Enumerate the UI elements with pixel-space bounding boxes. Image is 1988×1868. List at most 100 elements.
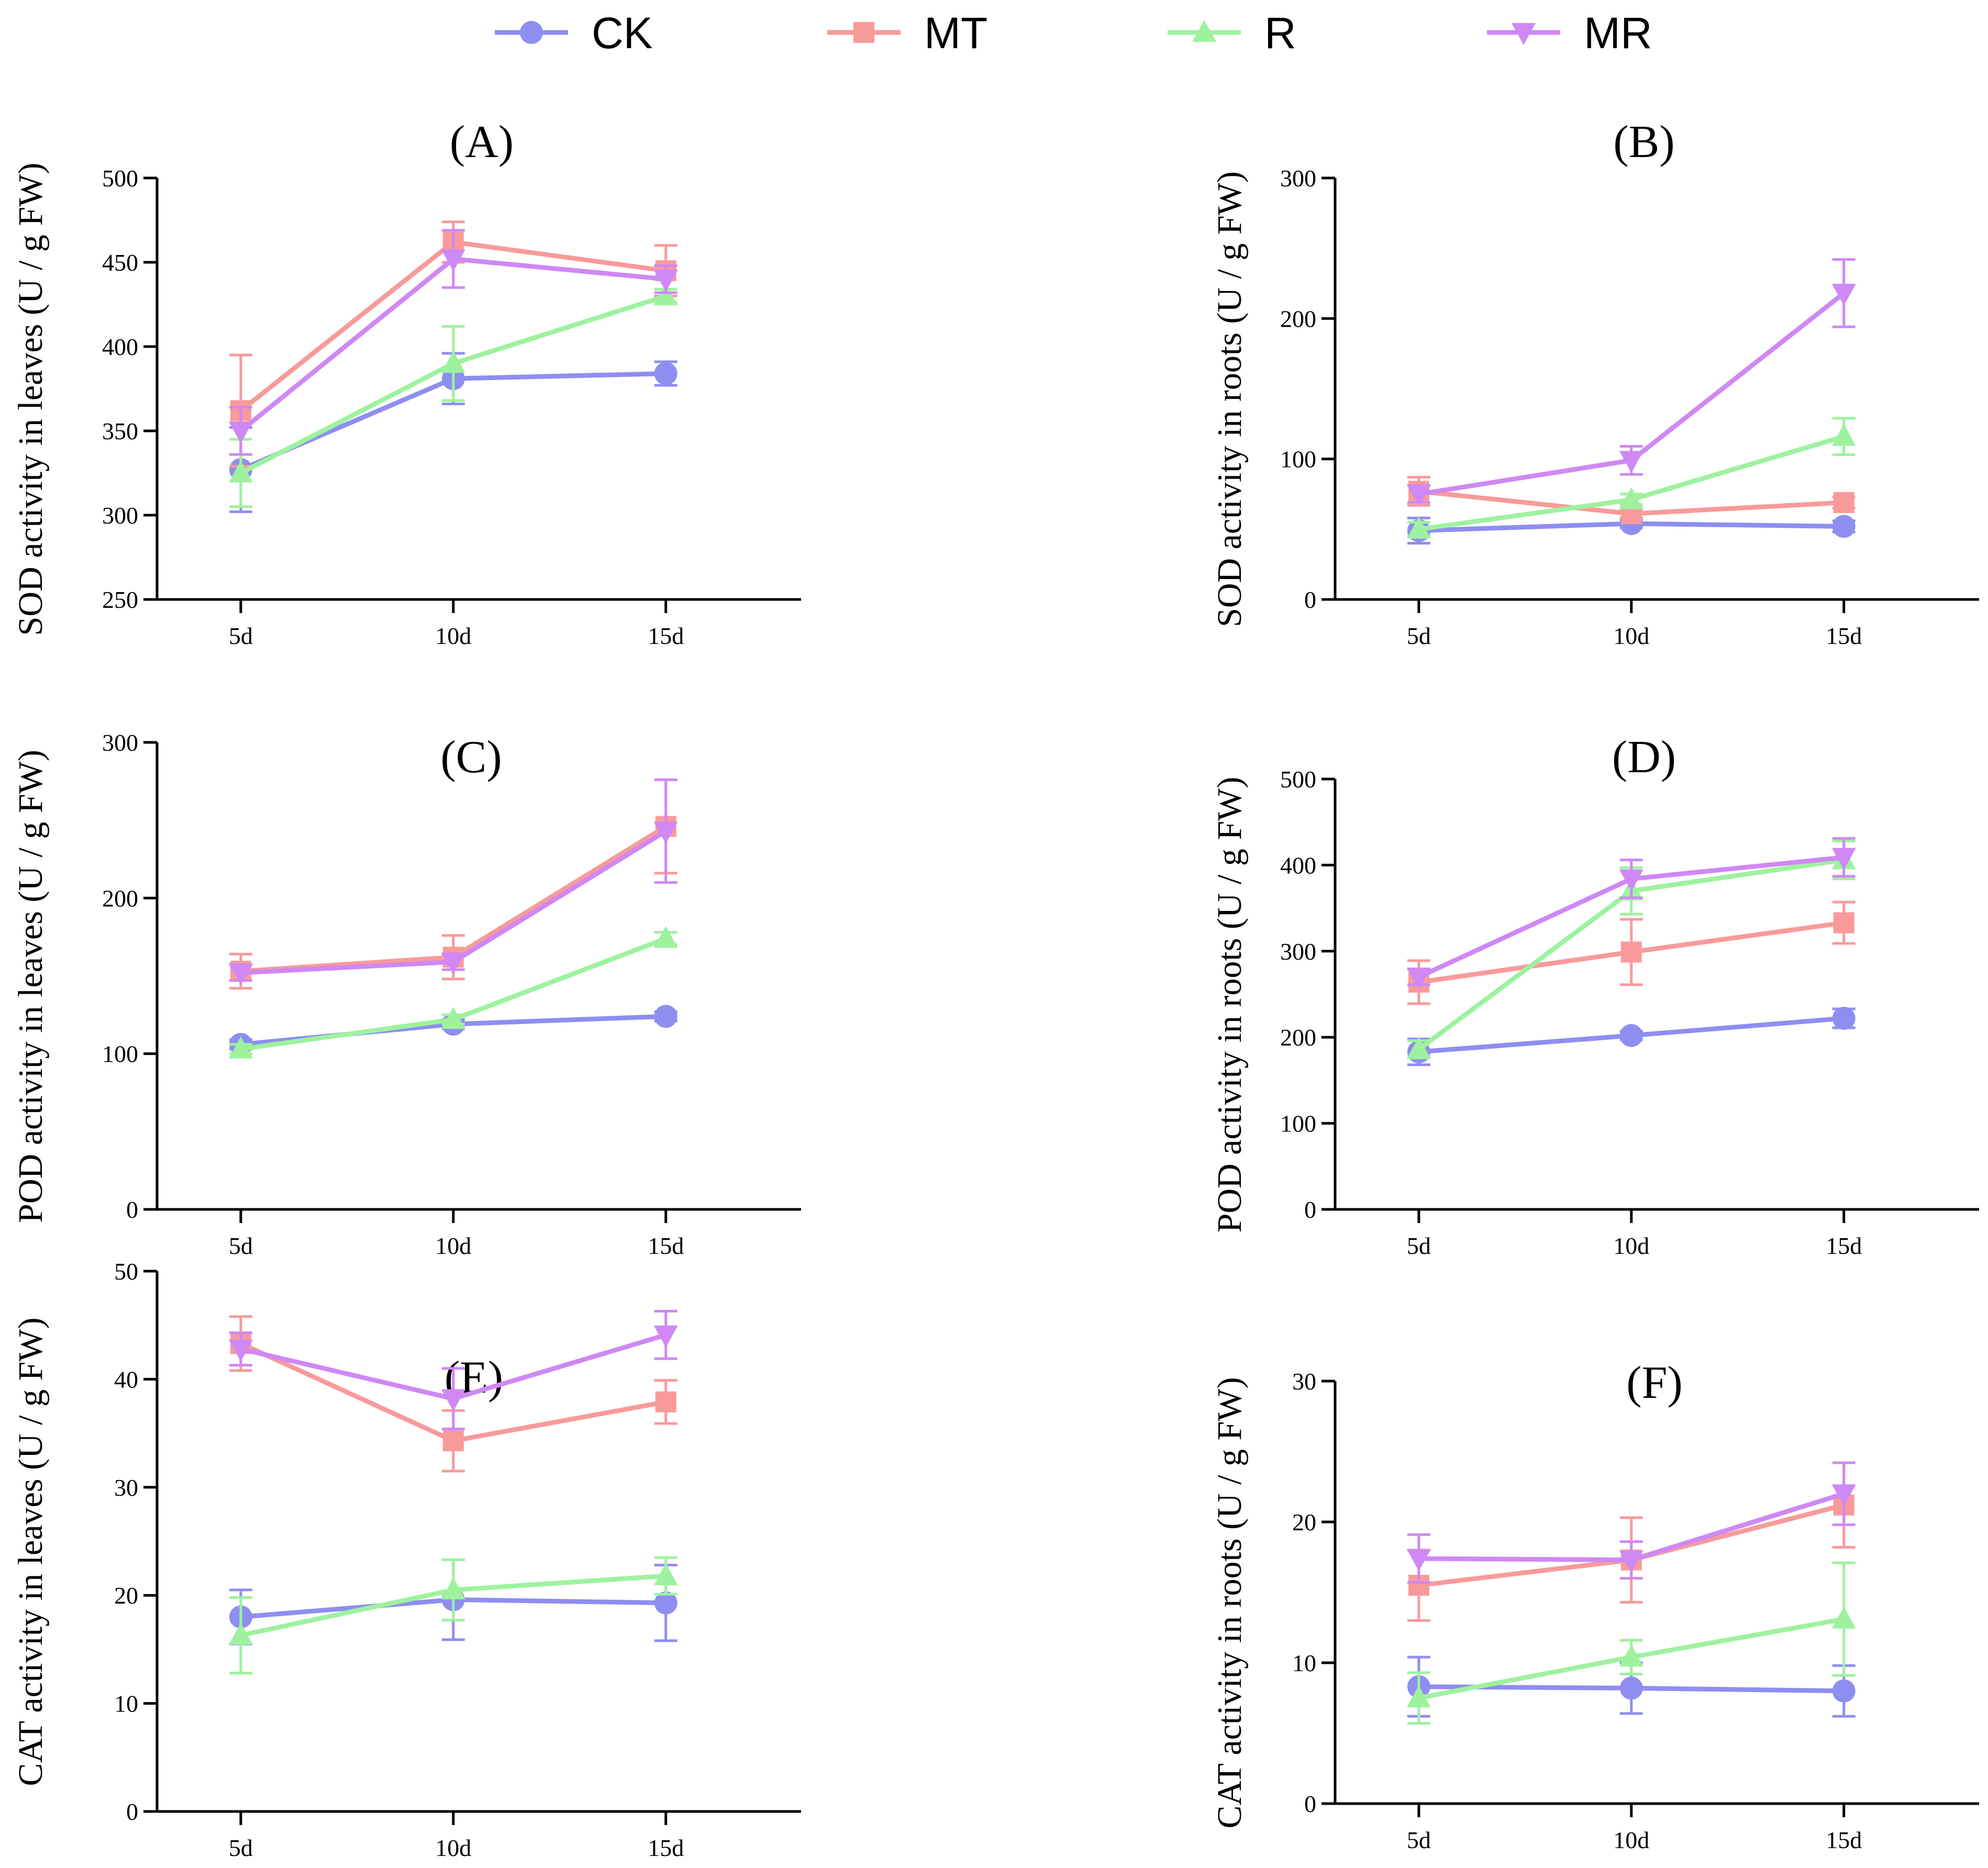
data-point (228, 460, 253, 483)
panel-title-a: (A) (450, 117, 514, 168)
x-tick-label-c: 10d (435, 1232, 471, 1259)
legend-marker-ck (520, 21, 543, 44)
data-point (653, 821, 678, 844)
series-ck-d (1407, 1007, 1856, 1066)
series-mr-d (1406, 837, 1856, 990)
x-tick-label-b: 5d (1407, 622, 1431, 649)
data-point (653, 270, 678, 292)
y-tick-label-e: 40 (114, 1366, 138, 1393)
panel-title-c: (C) (440, 732, 502, 783)
data-point (1831, 284, 1856, 306)
data-point (1619, 1550, 1643, 1573)
y-tick-label-e: 30 (114, 1474, 138, 1501)
y-tick-label-a: 400 (102, 333, 138, 360)
legend-label-ck: CK (592, 8, 653, 58)
y-axis-label-e: CAT activity in leaves (U / g FW) (12, 1317, 50, 1786)
legend-marker-r (1192, 20, 1216, 42)
legend-item-mt: MT (827, 8, 987, 58)
y-tick-label-f: 0 (1304, 1791, 1316, 1817)
x-tick-label-c: 5d (229, 1232, 253, 1259)
y-axis-label-f: CAT activity in roots (U / g FW) (1210, 1377, 1249, 1828)
data-point (228, 1622, 253, 1645)
data-point (1831, 848, 1856, 870)
data-point (1619, 451, 1643, 473)
panel-d: 0 100 200 300 400 500 5d 10d 15d (D) POD activity … (1210, 732, 1979, 1259)
x-tick-label-b: 15d (1826, 622, 1862, 649)
data-point (1406, 968, 1431, 990)
data-point (1406, 1549, 1431, 1571)
series-r-c (228, 926, 678, 1059)
panel-title-f: (F) (1626, 1358, 1683, 1408)
y-tick-label-a: 500 (102, 165, 138, 192)
x-tick-label-e: 15d (648, 1834, 684, 1861)
y-axis-label-d: POD activity in roots (U / g FW) (1210, 777, 1249, 1233)
series-r-a (228, 283, 678, 508)
data-point (1831, 1606, 1856, 1629)
x-tick-label-d: 10d (1613, 1232, 1649, 1259)
x-tick-label-a: 5d (229, 622, 253, 649)
data-point (1406, 1685, 1431, 1708)
x-tick-label-e: 10d (435, 1834, 471, 1861)
data-point (228, 421, 253, 443)
series-mr-f (1406, 1461, 1856, 1584)
data-point (441, 351, 465, 373)
y-tick-label-d: 0 (1304, 1196, 1316, 1223)
x-tick-label-f: 15d (1826, 1827, 1862, 1853)
data-point (1619, 869, 1643, 892)
data-point (1619, 487, 1643, 509)
y-tick-label-e: 50 (114, 1258, 138, 1285)
y-tick-label-c: 100 (102, 1041, 138, 1068)
panel-b: 0 100 200 300 5d 10d 15d (B) SOD activity in roo… (1210, 117, 1979, 649)
data-point (1619, 1024, 1643, 1047)
panel-title-d: (D) (1612, 732, 1676, 783)
data-point (1833, 912, 1854, 933)
y-axis-label-b: SOD activity in roots (U / g FW) (1210, 171, 1249, 627)
x-tick-label-c: 15d (648, 1232, 684, 1259)
y-tick-label-d: 400 (1280, 852, 1316, 879)
series-r-b (1406, 417, 1856, 539)
y-axis-label-c: POD activity in leaves (U / g FW) (12, 750, 50, 1223)
y-tick-label-c: 300 (102, 729, 138, 756)
y-tick-label-f: 30 (1292, 1368, 1316, 1395)
series-mr-c (228, 778, 678, 986)
data-point (1832, 515, 1856, 538)
series-r-f (1406, 1561, 1856, 1725)
data-point (653, 1325, 678, 1348)
data-point (655, 1391, 676, 1413)
y-axis-label-a: SOD activity in leaves (U / g FW) (12, 163, 50, 636)
y-tick-label-d: 100 (1280, 1110, 1316, 1137)
x-tick-label-d: 5d (1407, 1232, 1431, 1259)
data-point (441, 1577, 465, 1599)
x-tick-label-d: 15d (1826, 1232, 1862, 1259)
legend-label-mr: MR (1584, 8, 1652, 58)
data-point (228, 963, 253, 986)
legend-marker-mr (1512, 23, 1536, 45)
data-point (441, 1389, 465, 1411)
y-tick-label-e: 10 (114, 1691, 138, 1717)
legend-marker-mt (853, 22, 874, 43)
y-tick-label-b: 0 (1304, 586, 1316, 613)
series-r-e (228, 1556, 678, 1675)
data-point (1619, 1676, 1643, 1700)
y-tick-label-c: 200 (102, 885, 138, 911)
data-point (228, 1036, 253, 1059)
y-tick-label-e: 0 (126, 1798, 138, 1825)
panel-f: 0 10 20 30 5d 10d 15d (F) CAT activity in roots … (1210, 1358, 1979, 1853)
y-tick-label-d: 500 (1280, 766, 1316, 793)
data-point (1406, 484, 1431, 507)
y-tick-label-a: 250 (102, 586, 138, 613)
series-mr-b (1406, 258, 1856, 507)
y-tick-label-e: 20 (114, 1582, 138, 1609)
x-tick-label-f: 10d (1613, 1827, 1649, 1853)
series-mr-e (228, 1309, 678, 1430)
legend-item-ck: CK (495, 8, 653, 58)
data-point (1831, 1484, 1856, 1507)
panel-a: 250 300 350 400 450 500 5d 10d 15d (A) SOD activit… (12, 117, 801, 649)
y-tick-label-d: 200 (1280, 1024, 1316, 1051)
data-point (1620, 941, 1642, 963)
data-point (442, 1430, 464, 1452)
data-point (441, 1007, 465, 1029)
